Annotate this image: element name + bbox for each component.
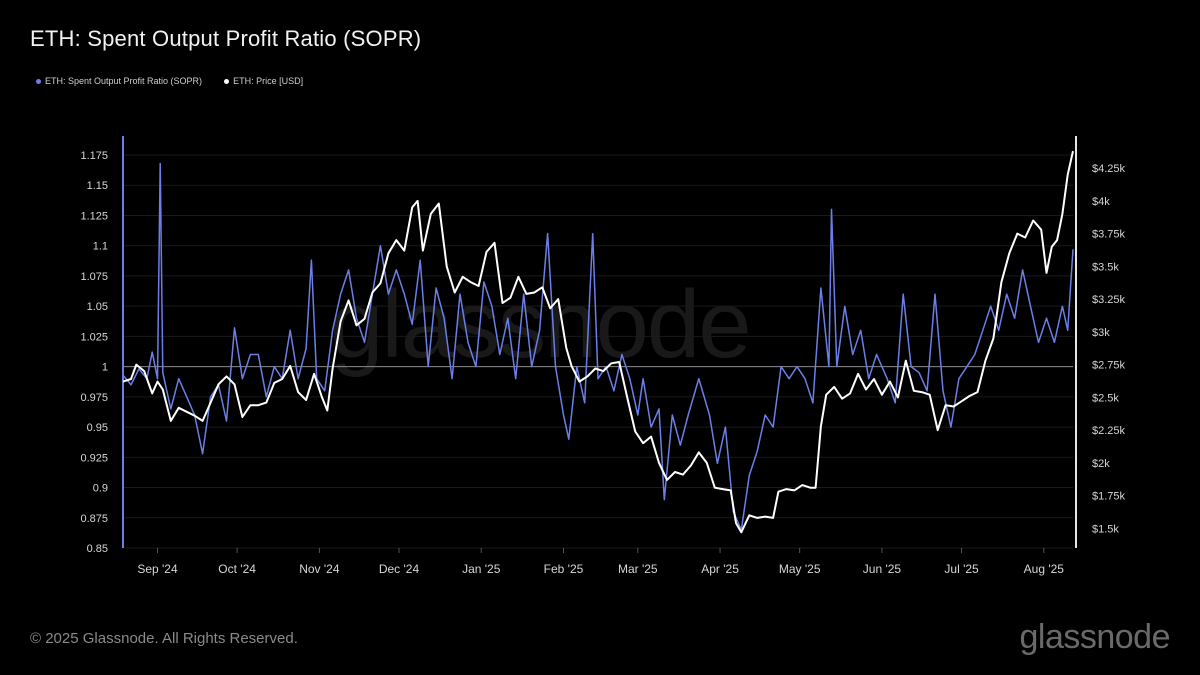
y-left-tick-label: 1 (102, 362, 108, 374)
x-tick-label: Sep '24 (137, 562, 178, 576)
x-tick-label: Jun '25 (863, 562, 902, 576)
y-left-tick-label: 1.1 (93, 241, 108, 253)
legend-label-price: ETH: Price [USD] (233, 76, 304, 86)
y-left-tick-label: 1.175 (80, 150, 108, 162)
x-tick-label: Apr '25 (701, 562, 739, 576)
y-left-tick-label: 0.9 (93, 483, 108, 495)
y-left-tick-label: 1.05 (87, 301, 108, 313)
y-right-tick-label: $1.5k (1092, 523, 1119, 535)
sopr-series-line (122, 162, 1074, 531)
x-tick-label: Oct '24 (218, 562, 256, 576)
y-left-tick-label: 0.975 (80, 392, 108, 404)
y-left-tick-label: 0.875 (80, 513, 108, 525)
y-left-tick-label: 0.85 (87, 543, 108, 555)
y-right-tick-label: $2.25k (1092, 425, 1126, 437)
y-right-tick-label: $4.25k (1092, 163, 1126, 175)
x-tick-label: Feb '25 (544, 562, 584, 576)
x-tick-label: Aug '25 (1024, 562, 1065, 576)
legend-item-price[interactable]: ETH: Price [USD] (224, 76, 303, 86)
y-left-tick-label: 1.025 (80, 331, 108, 343)
y-right-tick-label: $3k (1092, 327, 1110, 339)
y-left-tick-label: 0.925 (80, 452, 108, 464)
legend-label-sopr: ETH: Spent Output Profit Ratio (SOPR) (45, 76, 203, 86)
x-tick-label: Nov '24 (299, 562, 340, 576)
x-tick-label: Dec '24 (379, 562, 420, 576)
y-right-tick-label: $2.5k (1092, 392, 1119, 404)
y-left-tick-label: 1.075 (80, 271, 108, 283)
x-tick-label: May '25 (779, 562, 821, 576)
brand-logo: glassnode (1019, 618, 1170, 656)
y-left-tick-label: 1.15 (87, 180, 108, 192)
legend: ETH: Spent Output Profit Ratio (SOPR) ET… (36, 76, 303, 86)
x-tick-label: Mar '25 (618, 562, 658, 576)
y-right-tick-label: $3.75k (1092, 229, 1126, 241)
y-right-tick-label: $1.75k (1092, 491, 1126, 503)
x-tick-label: Jul '25 (944, 562, 979, 576)
x-tick-label: Jan '25 (462, 562, 501, 576)
price-series-line (122, 150, 1074, 534)
y-right-tick-label: $2.75k (1092, 360, 1126, 372)
copyright-text: © 2025 Glassnode. All Rights Reserved. (30, 630, 298, 647)
y-right-tick-label: $3.25k (1092, 294, 1126, 306)
y-left-tick-label: 0.95 (87, 422, 108, 434)
legend-dot-sopr (36, 78, 41, 84)
y-right-tick-label: $3.5k (1092, 261, 1119, 273)
y-left-tick-label: 1.125 (80, 210, 108, 222)
chart-title: ETH: Spent Output Profit Ratio (SOPR) (30, 26, 422, 51)
legend-item-sopr[interactable]: ETH: Spent Output Profit Ratio (SOPR) (36, 76, 202, 86)
y-right-tick-label: $2k (1092, 458, 1110, 470)
y-right-tick-label: $4k (1092, 196, 1110, 208)
legend-dot-price (224, 78, 230, 84)
